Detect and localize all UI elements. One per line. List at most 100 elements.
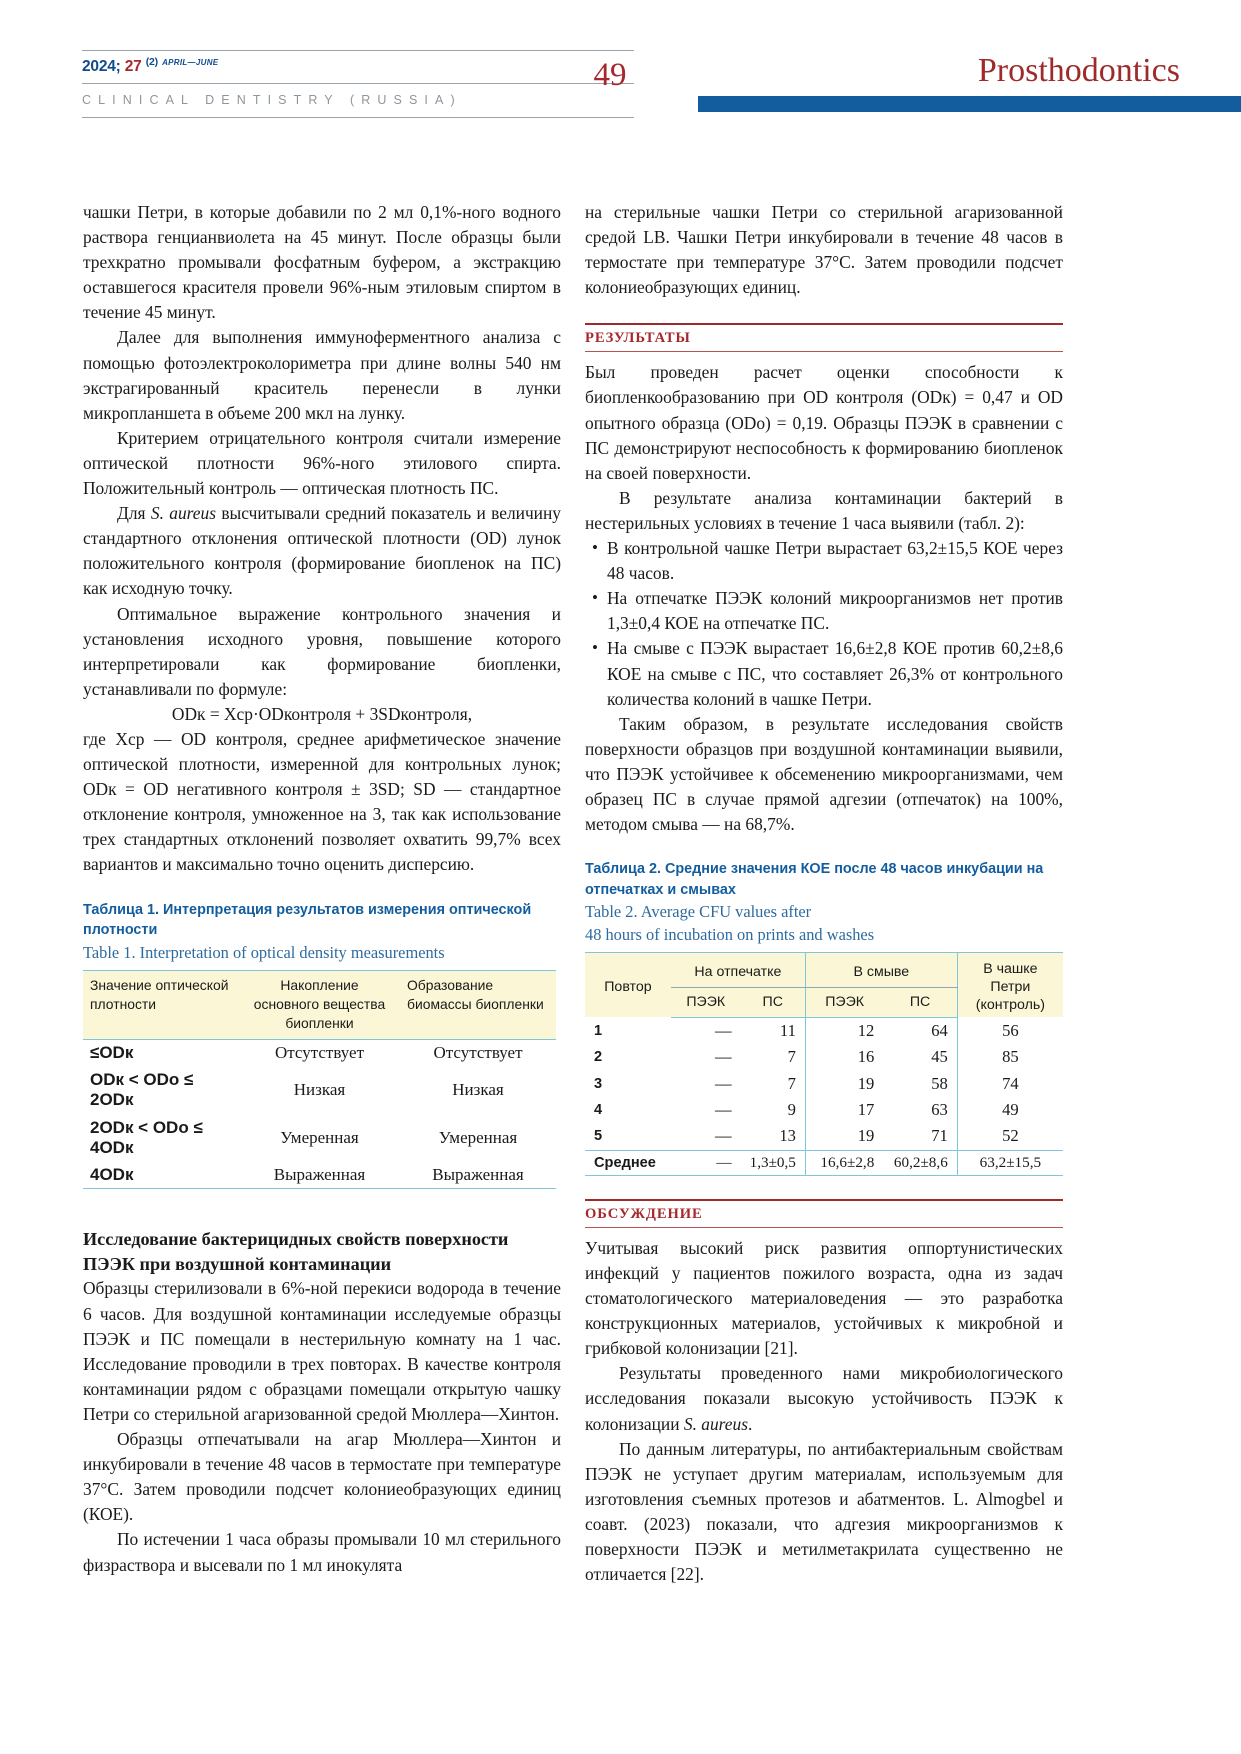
cell-control: 56 (956, 1017, 1063, 1045)
discussion-section-header: ОБСУЖДЕНИЕ (585, 1198, 1063, 1228)
rule-thick (585, 1198, 1063, 1201)
cell-wash-ps: 58 (931, 1073, 948, 1093)
table2-caption-ru: Таблица 2. Средние значения КОЕ после 48… (585, 861, 1044, 898)
cell-print-ps: 7 (787, 1047, 796, 1067)
cell-control: 52 (956, 1123, 1063, 1151)
table1-col-header: Значение оптической плотности (83, 970, 239, 1040)
header-group-control: В чашке Петри (контроль) (956, 952, 1063, 1018)
page-number: 49 (593, 57, 627, 93)
cell-od-value: ≤ODк (90, 1043, 134, 1063)
cell-biomass: Умеренная (438, 1127, 518, 1147)
header-left-block: 2024; 27 (2) APRIL—JUNE CLINICAL DENTIST… (82, 50, 634, 119)
table-optical-density: Значение оптической плотности Накопление… (83, 969, 556, 1190)
cell-print-ps: 11 (779, 1020, 796, 1040)
table-row: 5 — 13 19 71 52 (585, 1123, 1063, 1151)
cell-wash-peek: 12 (804, 1017, 884, 1045)
paragraph: на стерильные чашки Петри со стерильной … (585, 202, 1063, 298)
paragraph: По истечении 1 часа образы промывали 10 … (83, 1529, 561, 1575)
table-header-row-subs: ПЭЭК ПС ПЭЭК ПС (585, 987, 1063, 1018)
issue-line: 2024; 27 (2) APRIL—JUNE (82, 51, 634, 76)
cell-repeat: 2 (594, 1049, 603, 1066)
table2-body: 1 — 11 12 64 56 2 — 7 16 45 85 3 — 7 19 … (585, 1017, 1063, 1176)
cell-biomass: Низкая (452, 1080, 504, 1100)
table-row: 1 — 11 12 64 56 (585, 1017, 1063, 1045)
section-subheading: Исследование бактерицидных свойств повер… (83, 1229, 509, 1274)
table-row: 4ODк Выраженная Выраженная (83, 1161, 556, 1190)
table1-body: ≤ODк Отсутствует Отсутствует ODк < ODo ≤… (83, 1039, 556, 1190)
header-print-ps: ПС (740, 987, 806, 1018)
cell-substance: Низкая (293, 1080, 346, 1100)
table1-caption-ru: Таблица 1. Интерпретация результатов изм… (83, 901, 532, 939)
cell-substance: Выраженная (239, 1161, 400, 1190)
cell-control: 49 (956, 1096, 1063, 1124)
cell-repeat: 4 (594, 1101, 603, 1118)
table-row: ODк < ODo ≤ 2ODк Низкая Низкая (83, 1067, 556, 1114)
cell-wash-peek: 16 (804, 1044, 884, 1071)
cell-print-peek: — (715, 1020, 732, 1040)
header-control-line2: (контроль) (975, 997, 1045, 1014)
cell-print-peek: — (715, 1099, 732, 1119)
table-header-row-groups: Повтор На отпечатке В смыве В чашке Петр… (585, 952, 1063, 1018)
header-rule-mid (82, 83, 634, 85)
table-row: 2ODк < ODo ≤ 4ODк Умеренная Умеренная (83, 1114, 556, 1161)
cell-print-peek: — (715, 1047, 732, 1067)
table-row: 3 — 7 19 58 74 (585, 1070, 1063, 1097)
cell-print-peek: — (715, 1073, 732, 1093)
header-wash-peek: ПЭЭК (804, 987, 884, 1018)
header-group-wash: В смыве (804, 952, 958, 988)
paragraph: Оптимальное выражение контрольного значе… (83, 603, 561, 699)
paragraph-discussion-2: Результаты проведенного нами микробиолог… (585, 1361, 1063, 1436)
results-heading: РЕЗУЛЬТАТЫ (585, 330, 691, 347)
cell-wash-peek: 17 (804, 1096, 884, 1124)
cell-wash-ps: 45 (931, 1047, 948, 1067)
rule-thin (585, 351, 1063, 353)
rule-thick (585, 323, 1063, 326)
table1-caption: Таблица 1. Интерпретация результатов изм… (83, 900, 561, 964)
cell-wash-ps: 64 (931, 1020, 948, 1040)
table-row: 4 — 9 17 63 49 (585, 1096, 1063, 1124)
page-header: 2024; 27 (2) APRIL—JUNE CLINICAL DENTIST… (0, 0, 1241, 150)
discussion-heading: ОБСУЖДЕНИЕ (585, 1205, 703, 1222)
paragraph: где Хср — OD контроля, среднее арифметич… (83, 728, 561, 875)
issue-volume: 27 (124, 58, 142, 76)
header-rule-bottom (82, 117, 634, 119)
cell-print-ps: 9 (787, 1099, 796, 1119)
cell-repeat: 1 (594, 1022, 603, 1039)
cell-biomass: Отсутствует (433, 1043, 523, 1063)
cell-wash-ps: 63 (931, 1099, 948, 1119)
cell-od-value: 4ODк (83, 1161, 239, 1190)
list-item: В контрольной чашке Петри вырастает 63,2… (585, 535, 1063, 586)
table1-caption-en: Table 1. Interpretation of optical densi… (83, 942, 445, 962)
cell-wash-ps: 60,2±8,6 (883, 1149, 958, 1176)
header-group-print: На отпечатке (670, 952, 806, 988)
cell-repeat: 3 (594, 1075, 603, 1092)
results-bullet-list: В контрольной чашке Петри вырастает 63,2… (585, 535, 1063, 712)
results-section-header: РЕЗУЛЬТАТЫ (585, 323, 1063, 353)
table-cfu-values: Повтор На отпечатке В смыве В чашке Петр… (585, 952, 1063, 1176)
paragraph: Критерием отрицательного контроля считал… (83, 427, 561, 499)
cell-od-value: ODк < ODo ≤ 2ODк (90, 1070, 194, 1110)
list-item: На отпечатке ПЭЭК колоний микроорганизмо… (585, 585, 1063, 636)
cell-wash-peek: 19 (804, 1070, 884, 1097)
issue-year: 2024; (82, 58, 121, 76)
cell-print-ps: 1,3±0,5 (740, 1149, 806, 1176)
paragraph: Был проведен расчет оценки способности к… (585, 362, 1063, 483)
cell-wash-ps: 71 (931, 1126, 948, 1146)
header-repeat: Повтор (585, 952, 671, 1018)
table2-caption: Таблица 2. Средние значения КОЕ после 48… (585, 859, 1063, 946)
list-item: На смыве с ПЭЭК вырастает 16,6±2,8 КОЕ п… (585, 635, 1063, 711)
journal-name: CLINICAL DENTISTRY (RUSSIA) (82, 93, 462, 108)
cell-control: 85 (956, 1044, 1063, 1071)
paragraph-saureus: Для S. aureus высчитывали средний показа… (83, 501, 561, 601)
cell-substance: Умеренная (280, 1127, 359, 1147)
running-section-title: Prosthodontics (977, 52, 1180, 89)
species-name-italic: S. aureus (683, 1413, 748, 1434)
table-header-row: Значение оптической плотности Накопление… (83, 970, 556, 1040)
text-fragment: Результаты проведенного нами микробиолог… (585, 1363, 1063, 1434)
paragraph: чашки Петри, в которые добавили по 2 мл … (83, 202, 561, 323)
table2-head: Повтор На отпечатке В смыве В чашке Петр… (585, 952, 1063, 1018)
paragraph: Таким образом, в результате исследования… (585, 713, 1063, 835)
cell-repeat: Среднее (585, 1149, 671, 1176)
table1-col-header: Образование биомассы биопленки (400, 970, 556, 1040)
cell-repeat: 5 (594, 1128, 603, 1145)
